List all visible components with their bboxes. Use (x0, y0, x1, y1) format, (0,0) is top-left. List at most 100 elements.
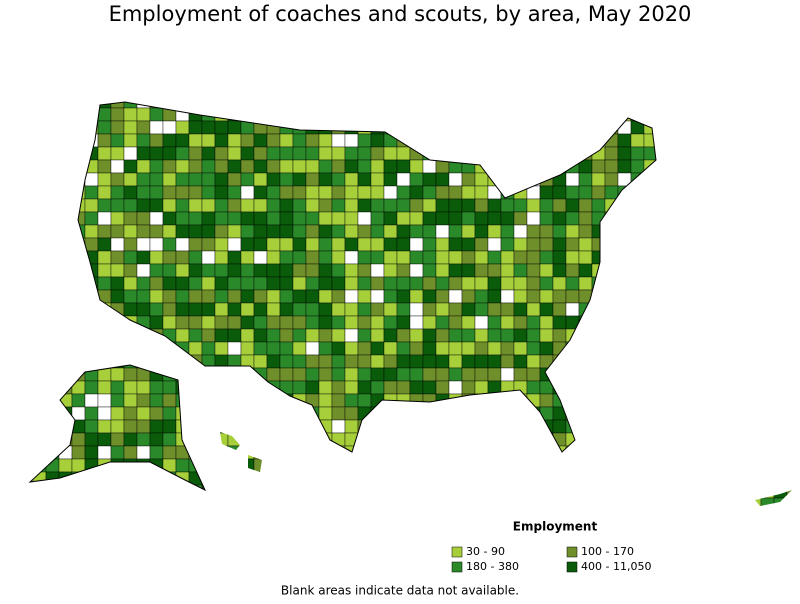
area (669, 497, 684, 506)
area (45, 159, 60, 174)
area (227, 458, 242, 473)
area (32, 102, 47, 109)
area (201, 211, 216, 226)
area (513, 484, 528, 499)
area (383, 419, 398, 434)
area (292, 393, 307, 408)
area (695, 393, 710, 408)
area (97, 237, 112, 252)
area (45, 237, 60, 252)
area (253, 185, 268, 200)
area (58, 263, 73, 278)
area (84, 393, 99, 408)
area (682, 120, 697, 135)
area (656, 302, 671, 317)
area (253, 419, 268, 434)
area (448, 380, 463, 395)
area (227, 159, 242, 174)
area (552, 146, 567, 161)
area (695, 276, 710, 291)
area (227, 198, 242, 213)
area (357, 328, 372, 343)
area (422, 406, 437, 421)
area (773, 172, 788, 187)
area (500, 367, 515, 382)
area (227, 211, 242, 226)
area (409, 484, 424, 499)
area (474, 380, 489, 395)
area (383, 237, 398, 252)
area (58, 484, 73, 499)
area (422, 133, 437, 148)
area (201, 302, 216, 317)
area (539, 471, 554, 486)
area (201, 120, 216, 135)
area (58, 289, 73, 304)
area (227, 185, 242, 200)
area (682, 289, 697, 304)
area (71, 341, 86, 356)
area (71, 380, 86, 395)
area (513, 432, 528, 447)
area (435, 328, 450, 343)
area (669, 263, 684, 278)
area (461, 146, 476, 161)
area (435, 198, 450, 213)
area (786, 172, 792, 187)
area (45, 484, 60, 499)
area (708, 133, 723, 148)
area (435, 276, 450, 291)
area (604, 289, 619, 304)
area (292, 263, 307, 278)
area (461, 315, 476, 330)
area (30, 458, 34, 473)
area (643, 393, 658, 408)
area (578, 250, 593, 265)
area (383, 367, 398, 382)
area (97, 276, 112, 291)
area (292, 406, 307, 421)
area (539, 211, 554, 226)
area (747, 302, 762, 317)
area (331, 380, 346, 395)
area (617, 445, 632, 460)
area (747, 224, 762, 239)
area (695, 341, 710, 356)
area (227, 367, 242, 382)
area (773, 224, 788, 239)
area (422, 302, 437, 317)
area (630, 133, 645, 148)
area (201, 380, 216, 395)
area (682, 237, 697, 252)
area (604, 211, 619, 226)
area (461, 445, 476, 460)
area (708, 445, 723, 460)
area (214, 341, 229, 356)
area (448, 172, 463, 187)
area (396, 159, 411, 174)
area (630, 102, 645, 109)
area (71, 289, 86, 304)
area (591, 406, 606, 421)
area (396, 263, 411, 278)
area (331, 172, 346, 187)
area (643, 107, 658, 122)
area (591, 302, 606, 317)
area (786, 458, 792, 473)
area (162, 315, 177, 330)
area (513, 406, 528, 421)
area (344, 276, 359, 291)
area (240, 419, 255, 434)
area (591, 102, 606, 109)
area (513, 289, 528, 304)
area (422, 341, 437, 356)
area (383, 211, 398, 226)
area (591, 120, 606, 135)
area (682, 484, 697, 499)
area (422, 120, 437, 135)
area (344, 250, 359, 265)
area (214, 133, 229, 148)
area (214, 250, 229, 265)
area (539, 458, 554, 473)
area (318, 198, 333, 213)
